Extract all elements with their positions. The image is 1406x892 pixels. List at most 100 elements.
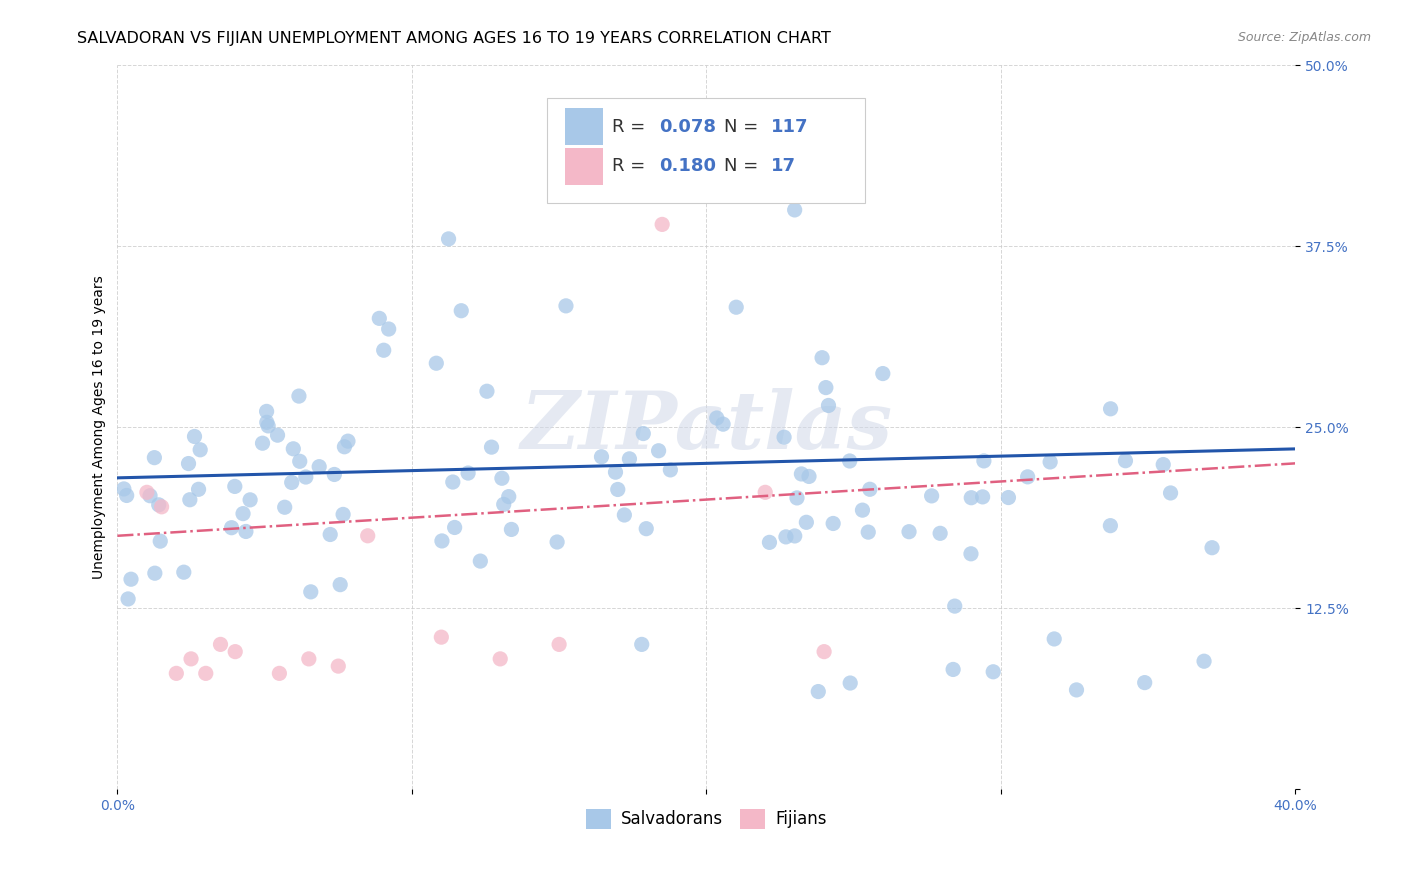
Point [224, 645, 246, 659]
Point [786, 491, 808, 505]
Point [1152, 458, 1174, 472]
Point [187, 483, 209, 497]
Point [754, 485, 776, 500]
Point [256, 404, 278, 418]
Point [1192, 654, 1215, 668]
Point [441, 475, 464, 489]
Point [179, 492, 201, 507]
Point [221, 521, 243, 535]
Point [839, 676, 862, 690]
Point [613, 508, 636, 522]
Point [647, 443, 669, 458]
Point [973, 454, 995, 468]
Point [898, 524, 921, 539]
Point [1114, 454, 1136, 468]
Point [725, 300, 748, 314]
Point [117, 591, 139, 606]
Point [481, 440, 503, 454]
Point [319, 527, 342, 541]
Point [651, 218, 673, 232]
Point [858, 525, 880, 540]
Point [430, 630, 453, 644]
Point [1099, 401, 1122, 416]
Y-axis label: Unemployment Among Ages 16 to 19 years: Unemployment Among Ages 16 to 19 years [93, 276, 107, 579]
Point [796, 516, 818, 530]
Point [555, 299, 578, 313]
Point [605, 465, 627, 479]
Point [929, 526, 952, 541]
FancyBboxPatch shape [547, 98, 865, 202]
FancyBboxPatch shape [565, 108, 603, 145]
Text: 0.078: 0.078 [659, 118, 716, 136]
Point [470, 554, 492, 568]
Point [859, 483, 882, 497]
Point [224, 479, 246, 493]
Point [606, 483, 628, 497]
Point [546, 535, 568, 549]
Point [288, 454, 311, 468]
Point [425, 356, 447, 370]
Point [1017, 470, 1039, 484]
Point [797, 469, 820, 483]
Point [475, 384, 498, 399]
Point [491, 471, 513, 485]
Point [813, 645, 835, 659]
Point [548, 637, 571, 651]
Point [232, 507, 254, 521]
Point [135, 485, 157, 500]
Point [783, 529, 806, 543]
Point [257, 418, 280, 433]
Point [332, 508, 354, 522]
Point [790, 467, 813, 481]
Point [636, 522, 658, 536]
Point [252, 436, 274, 450]
Point [295, 470, 318, 484]
Point [308, 459, 330, 474]
Point [960, 491, 983, 505]
Point [1039, 455, 1062, 469]
Point [273, 500, 295, 515]
Point [457, 466, 479, 480]
Point [120, 572, 142, 586]
FancyBboxPatch shape [565, 148, 603, 186]
Point [1066, 682, 1088, 697]
Point [997, 491, 1019, 505]
Point [659, 463, 682, 477]
Point [1133, 675, 1156, 690]
Point [180, 652, 202, 666]
Point [333, 440, 356, 454]
Text: 0.180: 0.180 [659, 158, 716, 176]
Point [269, 666, 291, 681]
Point [842, 153, 865, 167]
Point [266, 428, 288, 442]
Point [775, 530, 797, 544]
Point [239, 492, 262, 507]
Text: SALVADORAN VS FIJIAN UNEMPLOYMENT AMONG AGES 16 TO 19 YEARS CORRELATION CHART: SALVADORAN VS FIJIAN UNEMPLOYMENT AMONG … [77, 31, 831, 46]
Point [283, 442, 305, 456]
Point [373, 343, 395, 358]
Point [323, 467, 346, 482]
Point [1043, 632, 1066, 646]
Point [328, 659, 350, 673]
Text: R =: R = [612, 158, 651, 176]
Point [807, 684, 830, 698]
Point [149, 534, 172, 549]
Point [817, 399, 839, 413]
Point [150, 500, 173, 514]
Point [288, 389, 311, 403]
Point [501, 523, 523, 537]
Point [489, 652, 512, 666]
Point [430, 533, 453, 548]
Point [112, 482, 135, 496]
Point [143, 450, 166, 465]
Point [188, 442, 211, 457]
Point [235, 524, 257, 539]
Text: N =: N = [724, 118, 763, 136]
Point [619, 451, 641, 466]
Point [1160, 486, 1182, 500]
Point [711, 417, 734, 432]
Point [209, 637, 232, 651]
Point [299, 585, 322, 599]
Point [377, 322, 399, 336]
Point [823, 516, 845, 531]
